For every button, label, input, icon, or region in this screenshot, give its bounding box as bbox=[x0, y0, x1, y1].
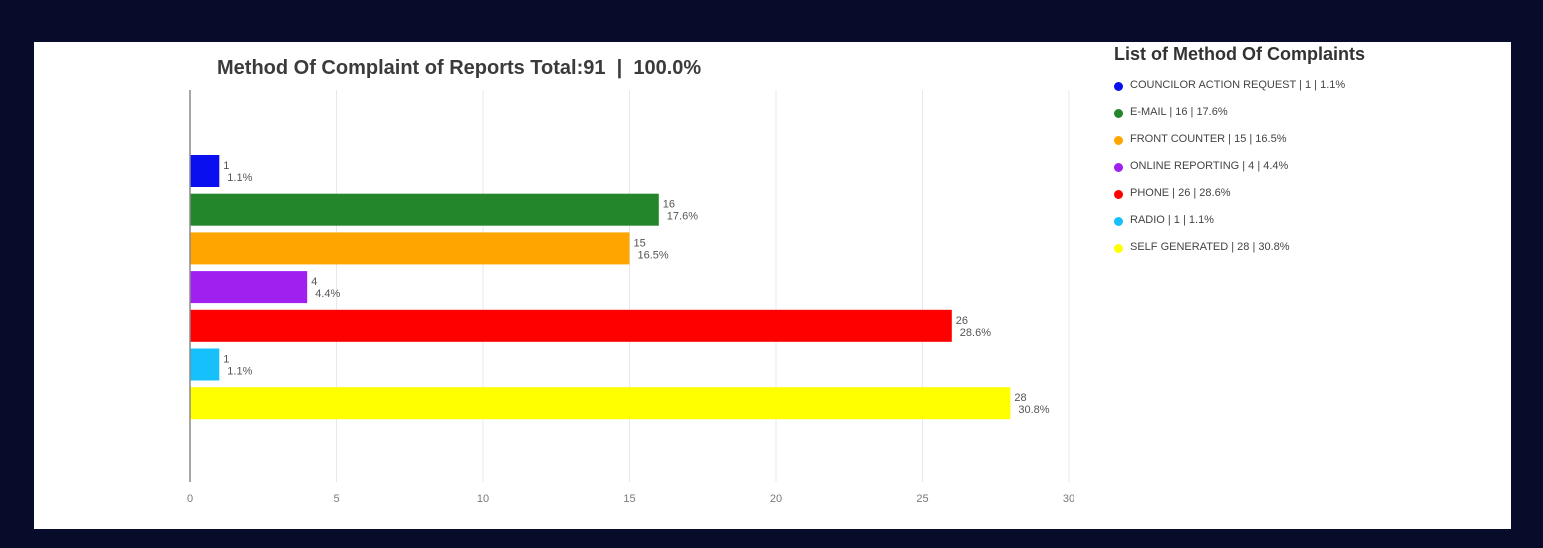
legend-item[interactable]: ONLINE REPORTING | 4 | 4.4% bbox=[1114, 160, 1494, 172]
x-tick-label: 10 bbox=[477, 493, 489, 505]
x-tick-label: 25 bbox=[916, 493, 928, 505]
bar-value-label: 26 bbox=[956, 315, 968, 327]
x-tick-label: 20 bbox=[770, 493, 782, 505]
bar-self-generated[interactable] bbox=[190, 387, 1011, 420]
legend-item-label: E-MAIL | 16 | 17.6% bbox=[1130, 106, 1228, 118]
x-tick-label: 30 bbox=[1063, 493, 1074, 505]
legend-item-label: PHONE | 26 | 28.6% bbox=[1130, 187, 1231, 199]
legend-item-label: RADIO | 1 | 1.1% bbox=[1130, 214, 1214, 226]
chart-title: Method Of Complaint of Reports Total:91 … bbox=[217, 57, 701, 79]
x-tick-label: 0 bbox=[187, 493, 193, 505]
grid bbox=[336, 90, 1070, 482]
legend-item-label: COUNCILOR ACTION REQUEST | 1 | 1.1% bbox=[1130, 79, 1346, 91]
legend-item[interactable]: FRONT COUNTER | 15 | 16.5% bbox=[1114, 133, 1494, 145]
legend-item[interactable]: SELF GENERATED | 28 | 30.8% bbox=[1114, 241, 1494, 253]
bar-phone[interactable] bbox=[190, 309, 952, 342]
legend-item-label: FRONT COUNTER | 15 | 16.5% bbox=[1130, 133, 1287, 145]
chart-panel: Method Of Complaint of Reports Total:91 … bbox=[34, 42, 1511, 529]
legend-item-label: SELF GENERATED | 28 | 30.8% bbox=[1130, 241, 1290, 253]
data-labels: 11.1%1617.6%1516.5%44.4%2628.6%11.1%2830… bbox=[223, 160, 1050, 416]
x-tick-label: 15 bbox=[623, 493, 635, 505]
legend-item[interactable]: RADIO | 1 | 1.1% bbox=[1114, 214, 1494, 226]
legend-item-label: ONLINE REPORTING | 4 | 4.4% bbox=[1130, 160, 1289, 172]
bar-percent-label: 16.5% bbox=[638, 249, 669, 261]
legend-dot-icon bbox=[1114, 82, 1123, 91]
x-axis-ticks: 0 5 10 15 20 25 30 bbox=[187, 493, 1074, 505]
legend-dot-icon bbox=[1114, 217, 1123, 226]
bars bbox=[190, 155, 1011, 420]
bar-value-label: 15 bbox=[634, 237, 646, 249]
bar-value-label: 28 bbox=[1014, 392, 1026, 404]
legend-dot-icon bbox=[1114, 244, 1123, 253]
bar-value-label: 16 bbox=[663, 199, 675, 211]
bar-councilor-action-request[interactable] bbox=[190, 155, 220, 187]
bar-chart: Method Of Complaint of Reports Total:91 … bbox=[187, 57, 1074, 505]
bar-front-counter[interactable] bbox=[190, 232, 630, 265]
bar-online-reporting[interactable] bbox=[190, 271, 308, 304]
bar-e-mail[interactable] bbox=[190, 193, 659, 226]
legend-dot-icon bbox=[1114, 109, 1123, 118]
legend-title: List of Method Of Complaints bbox=[1114, 44, 1365, 64]
x-tick-label: 5 bbox=[333, 493, 339, 505]
bar-percent-label: 17.6% bbox=[667, 211, 698, 223]
bar-percent-label: 1.1% bbox=[227, 366, 252, 378]
legend: List of Method Of Complaints COUNCILOR A… bbox=[1114, 44, 1494, 268]
bar-percent-label: 28.6% bbox=[960, 327, 991, 339]
legend-item[interactable]: E-MAIL | 16 | 17.6% bbox=[1114, 106, 1494, 118]
legend-dot-icon bbox=[1114, 163, 1123, 172]
bar-value-label: 4 bbox=[311, 276, 317, 288]
legend-items: COUNCILOR ACTION REQUEST | 1 | 1.1% E-MAI… bbox=[1114, 79, 1494, 253]
legend-dot-icon bbox=[1114, 190, 1123, 199]
bar-value-label: 1 bbox=[223, 354, 229, 366]
bar-percent-label: 1.1% bbox=[227, 172, 252, 184]
bar-radio[interactable] bbox=[190, 348, 220, 381]
bar-percent-label: 4.4% bbox=[315, 288, 340, 300]
bar-value-label: 1 bbox=[223, 160, 229, 172]
legend-dot-icon bbox=[1114, 136, 1123, 145]
legend-item[interactable]: COUNCILOR ACTION REQUEST | 1 | 1.1% bbox=[1114, 79, 1494, 91]
bar-percent-label: 30.8% bbox=[1018, 404, 1049, 416]
legend-item[interactable]: PHONE | 26 | 28.6% bbox=[1114, 187, 1494, 199]
